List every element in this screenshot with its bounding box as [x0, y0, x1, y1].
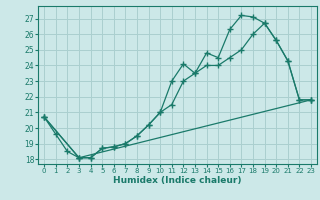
- X-axis label: Humidex (Indice chaleur): Humidex (Indice chaleur): [113, 176, 242, 185]
